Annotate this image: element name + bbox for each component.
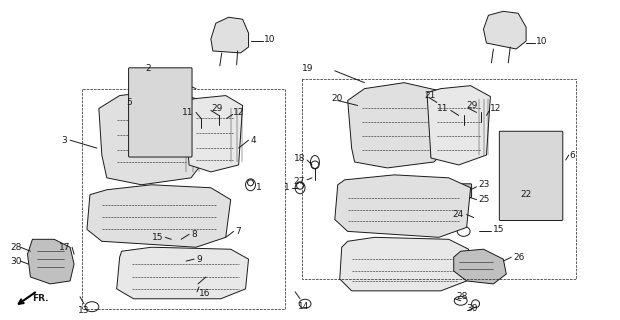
Text: 19: 19 — [302, 64, 314, 73]
Text: FR.: FR. — [32, 294, 49, 303]
Text: 6: 6 — [570, 150, 575, 160]
Text: 3: 3 — [61, 136, 67, 145]
Text: 22: 22 — [520, 190, 531, 199]
Text: 30: 30 — [467, 304, 478, 313]
Text: 28: 28 — [11, 243, 22, 252]
FancyBboxPatch shape — [456, 184, 472, 198]
Polygon shape — [27, 239, 74, 284]
Text: 25: 25 — [479, 195, 490, 204]
Text: 15: 15 — [494, 225, 505, 234]
Text: 18: 18 — [293, 154, 305, 163]
FancyBboxPatch shape — [128, 68, 192, 157]
Text: 30: 30 — [11, 257, 22, 266]
Polygon shape — [427, 86, 490, 165]
Text: 1: 1 — [285, 183, 290, 192]
Text: 8: 8 — [191, 230, 197, 239]
Text: 21: 21 — [424, 91, 435, 100]
Text: 28: 28 — [457, 292, 468, 301]
Polygon shape — [348, 83, 444, 168]
Text: 15: 15 — [152, 233, 163, 242]
Text: 29: 29 — [467, 101, 478, 110]
Polygon shape — [87, 185, 231, 247]
Polygon shape — [340, 237, 469, 291]
Polygon shape — [99, 91, 201, 185]
Text: 29: 29 — [211, 104, 222, 113]
Text: 20: 20 — [332, 94, 343, 103]
Text: 5: 5 — [126, 98, 131, 107]
Text: 11: 11 — [437, 104, 449, 113]
Text: 14: 14 — [298, 302, 309, 311]
Polygon shape — [454, 249, 507, 284]
Text: 26: 26 — [513, 253, 525, 262]
Text: 12: 12 — [490, 104, 502, 113]
Text: 2: 2 — [146, 64, 151, 73]
Polygon shape — [484, 11, 526, 49]
Text: 16: 16 — [199, 289, 210, 298]
Polygon shape — [335, 175, 471, 237]
Text: 9: 9 — [196, 255, 202, 264]
Text: 12: 12 — [232, 108, 244, 117]
Text: 10: 10 — [264, 35, 276, 44]
Text: 10: 10 — [536, 36, 547, 45]
Text: 24: 24 — [453, 210, 464, 219]
Text: 27: 27 — [294, 177, 305, 186]
Text: 13: 13 — [78, 306, 90, 315]
Text: 7: 7 — [236, 227, 241, 236]
Polygon shape — [184, 96, 242, 172]
FancyBboxPatch shape — [499, 131, 563, 220]
Polygon shape — [211, 17, 249, 53]
Text: 4: 4 — [250, 136, 256, 145]
Text: 23: 23 — [479, 180, 490, 189]
Text: 1: 1 — [255, 183, 261, 192]
Text: 17: 17 — [59, 243, 70, 252]
Text: 11: 11 — [182, 108, 193, 117]
Polygon shape — [117, 247, 249, 299]
